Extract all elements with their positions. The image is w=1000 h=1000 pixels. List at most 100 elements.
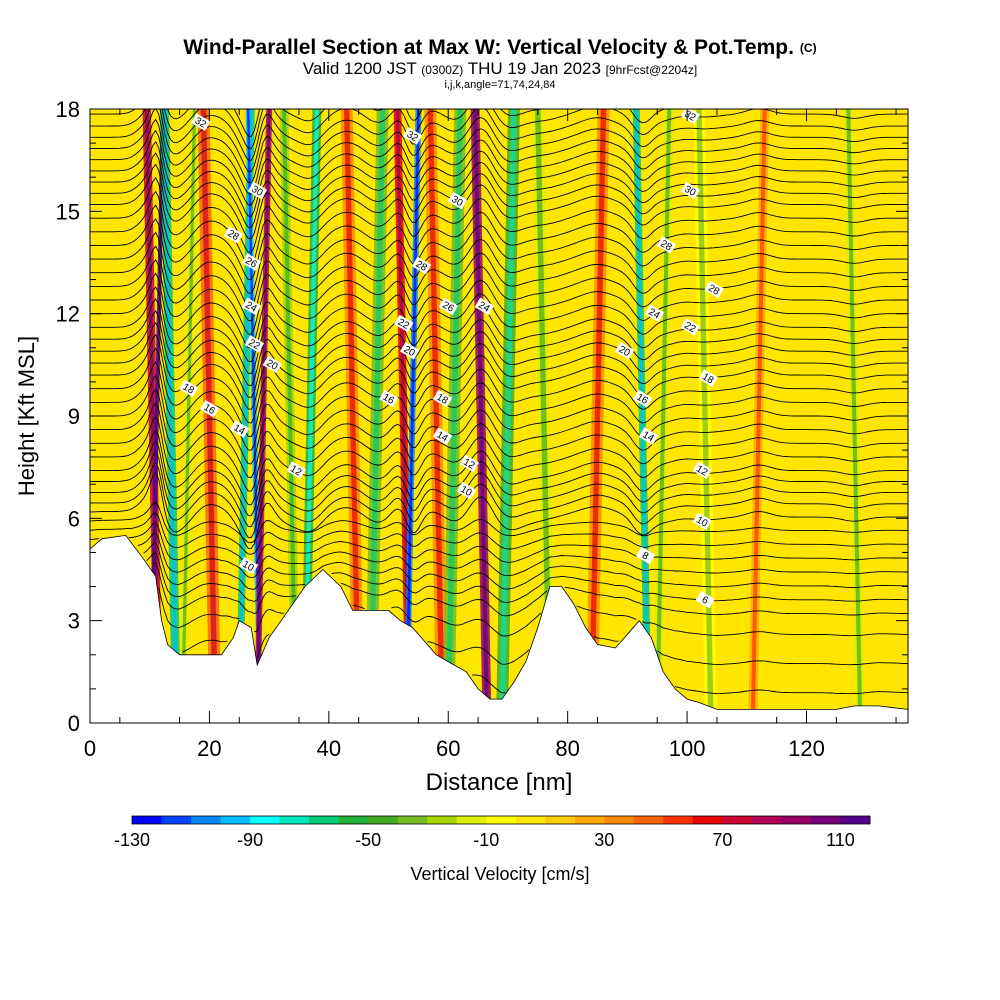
theta-contour-label: 20 [399, 342, 420, 360]
y-tick-label: 3 [68, 609, 80, 634]
theta-label-bg [680, 181, 701, 200]
theta-label-text: 22 [396, 317, 412, 332]
theta-contour-line [90, 286, 908, 363]
vv-band-core [634, 109, 650, 723]
theta-label-bg [692, 512, 712, 531]
vv-band-core [302, 109, 319, 723]
theta-contour-line [472, 674, 908, 695]
theta-contour-label: 18 [179, 379, 199, 398]
theta-contour-label: 10 [692, 512, 712, 531]
theta-label-bg [474, 297, 495, 316]
theta-contour-line [90, 471, 908, 550]
theta-label-bg [244, 335, 265, 353]
chart-params: i,j,k,angle=71,74,24,84 [444, 79, 556, 91]
theta-contour-label: 24 [474, 297, 495, 316]
theta-contour-label: 32 [680, 109, 701, 125]
theta-contour-line [90, 109, 908, 161]
theta-contour-line [90, 415, 908, 492]
vv-band-core [282, 109, 299, 723]
colorbar-swatch [840, 816, 871, 824]
theta-label-bg [692, 461, 712, 479]
theta-contour-line [90, 334, 908, 410]
theta-label-bg [191, 113, 211, 131]
theta-contour-label: 18 [698, 369, 718, 387]
chart-subtitle: Valid 1200 JST (0300Z) THU 19 Jan 2023 [… [0, 60, 1000, 79]
colorbar-swatch [191, 816, 222, 824]
theta-contour-line [90, 361, 908, 438]
chart-title-text: Wind-Parallel Section at Max W: Vertical… [183, 36, 794, 59]
colorbar-swatch [397, 816, 428, 824]
theta-contour-label: 32 [402, 127, 423, 145]
theta-label-text: 24 [243, 300, 259, 315]
x-tick-label: 20 [197, 736, 221, 761]
theta-contour-label: 30 [680, 181, 701, 200]
theta-contour-label: 12 [286, 461, 306, 479]
vv-band-core [473, 109, 490, 723]
colorbar-swatch [427, 816, 458, 824]
y-tick-label: 6 [68, 506, 80, 531]
theta-contour-label: 18 [432, 389, 453, 408]
theta-contour-line [90, 272, 908, 349]
vv-band-core [535, 109, 553, 723]
colorbar-tick-label: 70 [712, 830, 732, 850]
theta-label-text: 32 [193, 115, 209, 130]
theta-contour-label: 14 [638, 427, 659, 445]
theta-label-bg [695, 591, 715, 609]
colorbar-swatch [279, 816, 310, 824]
theta-label-text: 20 [402, 344, 418, 359]
y-tick-label: 0 [68, 711, 80, 736]
colorbar-swatch [574, 816, 605, 824]
vv-band-core [367, 109, 386, 723]
theta-contour-line [90, 109, 908, 172]
theta-label-text: 14 [231, 422, 247, 437]
theta-label-bg [432, 389, 453, 408]
theta-contour-line [90, 347, 908, 424]
theta-contour-label: 24 [241, 297, 262, 316]
x-tick-label: 120 [788, 736, 825, 761]
theta-label-text: 26 [243, 255, 259, 270]
theta-label-text: 22 [682, 320, 698, 335]
theta-contour-line [90, 231, 908, 308]
theta-label-bg [632, 389, 653, 408]
theta-label-text: 30 [682, 184, 698, 199]
theta-contour-line [90, 462, 908, 539]
theta-contour-label: 8 [635, 546, 656, 565]
colorbar-tick-label: -50 [355, 830, 381, 850]
x-tick-label: 100 [669, 736, 706, 761]
theta-label-text: 30 [449, 194, 465, 209]
theta-label-bg [399, 342, 420, 360]
theta-contour-label: 20 [262, 355, 283, 374]
theta-contour-label: 28 [656, 236, 677, 254]
theta-label-text: 14 [640, 429, 656, 444]
theta-label-text: 28 [414, 259, 430, 274]
colorbar-swatch [751, 816, 782, 824]
vv-band-core [846, 109, 863, 723]
theta-contour-line [90, 440, 908, 517]
theta-label-bg [199, 400, 220, 418]
theta-label-bg [241, 253, 262, 271]
theta-contour-label: 28 [704, 280, 724, 299]
colorbar-tick-label: -10 [473, 830, 499, 850]
theta-label-text: 12 [288, 463, 304, 478]
theta-label-bg [614, 342, 635, 360]
theta-contour-label: 6 [695, 591, 715, 609]
theta-contour-line [137, 532, 908, 578]
theta-contour-line [143, 542, 908, 590]
colorbar-swatch [132, 816, 163, 824]
theta-label-text: 24 [476, 300, 492, 315]
theta-label-text: 10 [240, 559, 256, 574]
theta-contour-line [152, 562, 908, 617]
theta-label-text: 20 [264, 358, 280, 373]
theta-contour-label: 16 [379, 389, 399, 408]
theta-contour-label: 28 [411, 256, 432, 275]
colorbar-swatch [486, 816, 517, 824]
y-tick-label: 12 [56, 302, 80, 327]
theta-contour-line [90, 374, 908, 451]
chart-title: Wind-Parallel Section at Max W: Vertical… [0, 36, 1000, 60]
theta-label-bg [432, 427, 453, 445]
copyright-mark: (C) [799, 41, 817, 55]
theta-contour-label: 10 [238, 556, 259, 575]
colorbar-swatch [810, 816, 841, 824]
